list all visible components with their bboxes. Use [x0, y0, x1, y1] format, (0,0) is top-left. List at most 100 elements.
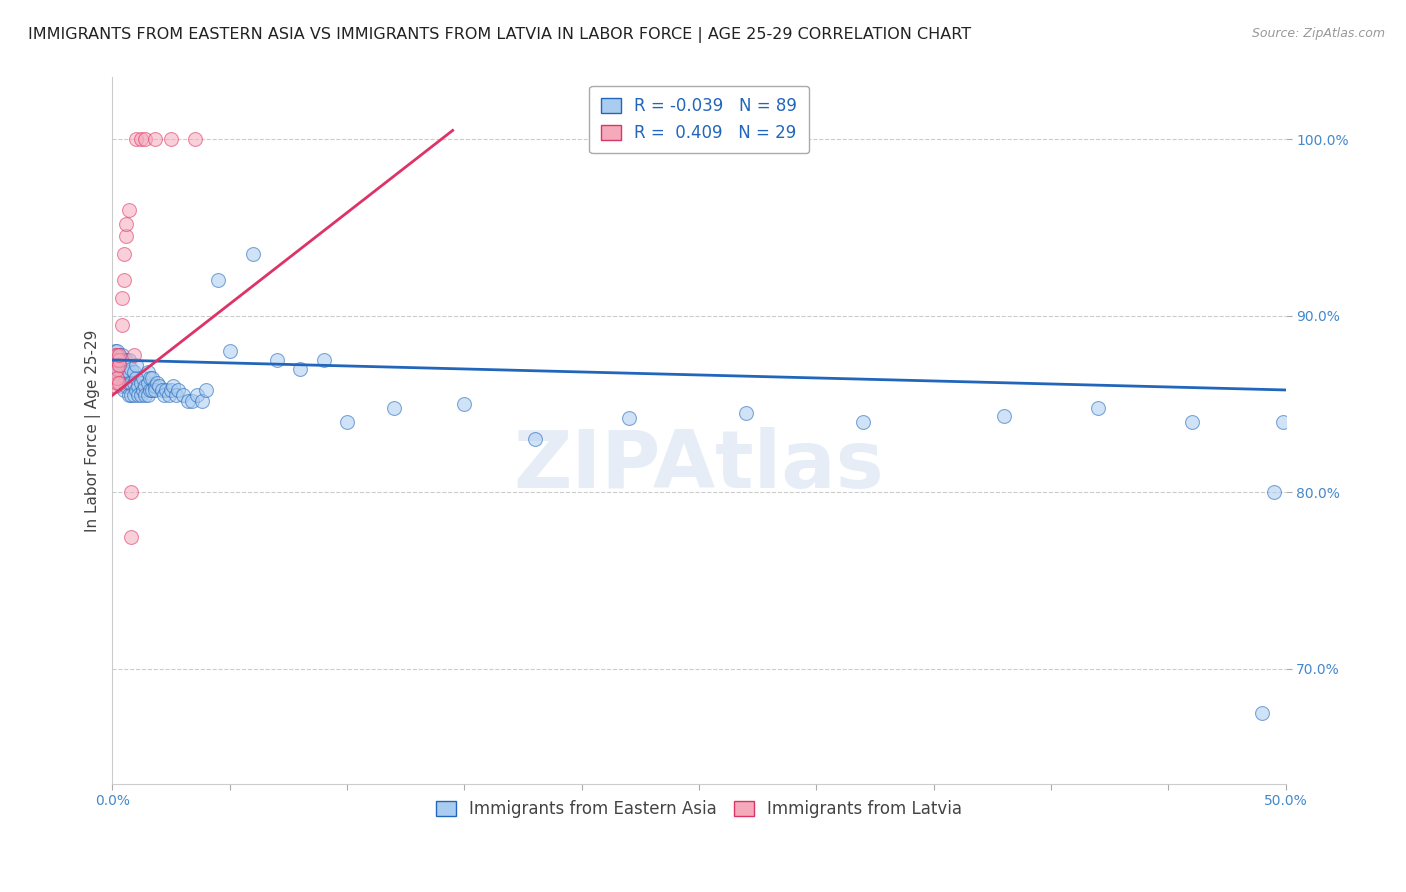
Point — [150, 383, 173, 397]
Point — [112, 358, 135, 372]
Point — [105, 353, 128, 368]
Point — [242, 247, 264, 261]
Point — [108, 358, 131, 372]
Point — [165, 388, 187, 402]
Point — [172, 388, 194, 402]
Point — [143, 132, 166, 146]
Point — [115, 379, 138, 393]
Point — [115, 229, 138, 244]
Point — [112, 353, 135, 368]
Point — [312, 353, 335, 368]
Point — [181, 393, 204, 408]
Point — [105, 370, 128, 384]
Point — [120, 529, 142, 543]
Point — [108, 361, 131, 376]
Point — [112, 365, 135, 379]
Point — [104, 379, 127, 393]
Point — [129, 132, 152, 146]
Point — [167, 383, 190, 397]
Point — [1272, 415, 1295, 429]
Point — [146, 376, 169, 390]
Point — [336, 415, 359, 429]
Point — [111, 291, 134, 305]
Point — [207, 273, 229, 287]
Point — [122, 376, 145, 390]
Point — [118, 202, 141, 217]
Point — [176, 393, 198, 408]
Point — [108, 370, 131, 384]
Point — [127, 379, 149, 393]
Point — [1087, 401, 1109, 415]
Point — [993, 409, 1015, 424]
Point — [148, 379, 170, 393]
Point — [104, 353, 127, 368]
Point — [136, 388, 159, 402]
Point — [141, 370, 163, 384]
Text: ZIPAtlas: ZIPAtlas — [513, 427, 884, 505]
Point — [105, 353, 128, 368]
Point — [105, 370, 128, 384]
Point — [1181, 415, 1204, 429]
Point — [112, 376, 135, 390]
Point — [105, 348, 128, 362]
Point — [111, 318, 134, 332]
Text: Source: ZipAtlas.com: Source: ZipAtlas.com — [1251, 27, 1385, 40]
Point — [157, 388, 180, 402]
Point — [288, 361, 311, 376]
Point — [125, 370, 148, 384]
Point — [111, 379, 134, 393]
Point — [122, 388, 145, 402]
Point — [735, 406, 758, 420]
Point — [118, 376, 141, 390]
Point — [108, 348, 131, 362]
Point — [105, 344, 128, 359]
Point — [118, 365, 141, 379]
Point — [108, 353, 131, 368]
Point — [120, 361, 142, 376]
Y-axis label: In Labor Force | Age 25-29: In Labor Force | Age 25-29 — [86, 329, 101, 532]
Point — [153, 388, 176, 402]
Point — [108, 376, 131, 390]
Point — [127, 388, 149, 402]
Point — [108, 353, 131, 368]
Point — [134, 132, 156, 146]
Point — [852, 415, 875, 429]
Point — [190, 393, 212, 408]
Point — [129, 376, 152, 390]
Point — [134, 379, 156, 393]
Point — [617, 411, 640, 425]
Point — [104, 361, 127, 376]
Point — [108, 348, 131, 362]
Point — [143, 379, 166, 393]
Point — [160, 132, 183, 146]
Point — [105, 361, 128, 376]
Point — [155, 383, 177, 397]
Point — [104, 353, 127, 368]
Point — [132, 370, 155, 384]
Point — [111, 348, 134, 362]
Point — [125, 358, 148, 372]
Point — [136, 365, 159, 379]
Point — [118, 353, 141, 368]
Point — [160, 383, 183, 397]
Point — [115, 365, 138, 379]
Point — [120, 485, 142, 500]
Point — [266, 353, 288, 368]
Point — [129, 388, 152, 402]
Point — [104, 344, 127, 359]
Point — [111, 365, 134, 379]
Point — [162, 379, 184, 393]
Point — [104, 365, 127, 379]
Point — [453, 397, 475, 411]
Point — [112, 273, 135, 287]
Point — [115, 353, 138, 368]
Point — [523, 433, 546, 447]
Point — [122, 348, 145, 362]
Point — [141, 383, 163, 397]
Text: IMMIGRANTS FROM EASTERN ASIA VS IMMIGRANTS FROM LATVIA IN LABOR FORCE | AGE 25-2: IMMIGRANTS FROM EASTERN ASIA VS IMMIGRAN… — [28, 27, 972, 43]
Point — [118, 388, 141, 402]
Point — [105, 376, 128, 390]
Point — [183, 132, 205, 146]
Point — [112, 247, 135, 261]
Point — [111, 353, 134, 368]
